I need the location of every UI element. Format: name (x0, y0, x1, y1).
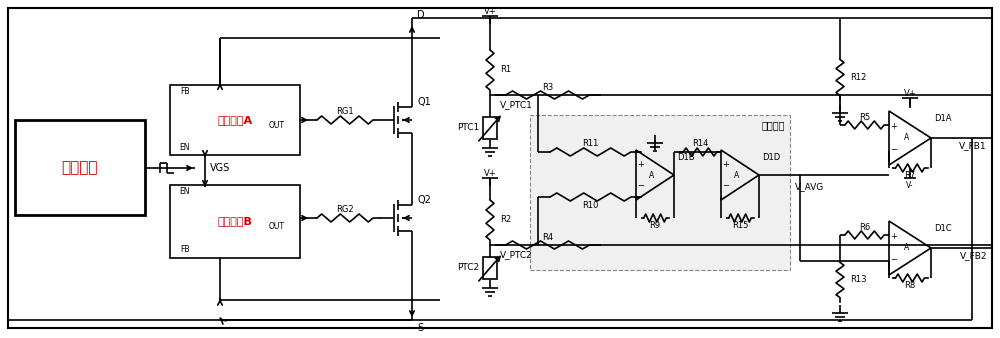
Text: S: S (417, 323, 423, 333)
Text: R8: R8 (904, 282, 916, 290)
Text: R14: R14 (692, 140, 708, 148)
Text: V+: V+ (484, 6, 496, 16)
Text: A: A (649, 170, 655, 179)
Text: EN: EN (180, 187, 190, 195)
Text: R4: R4 (542, 233, 553, 241)
Text: VGS: VGS (210, 163, 230, 173)
Text: V+: V+ (484, 169, 496, 177)
Text: V_FB1: V_FB1 (959, 142, 987, 150)
Text: V+: V+ (904, 89, 916, 97)
Text: R15: R15 (732, 221, 748, 231)
Bar (483, 117, 497, 139)
Text: +: + (723, 160, 729, 169)
Text: R7: R7 (904, 171, 916, 180)
Text: +: + (891, 122, 897, 131)
Text: OUT: OUT (269, 222, 285, 231)
Text: +: + (891, 232, 897, 241)
Text: V-: V- (906, 182, 914, 191)
Text: V_PTC2: V_PTC2 (500, 250, 533, 260)
Text: R3: R3 (542, 82, 553, 92)
Text: RG1: RG1 (336, 107, 354, 117)
Text: FB: FB (180, 87, 190, 96)
Text: 均値电路: 均値电路 (762, 120, 785, 130)
Text: A: A (734, 170, 740, 179)
Text: D1C: D1C (934, 224, 952, 233)
Text: 驱动电源B: 驱动电源B (218, 217, 252, 226)
Text: R9: R9 (649, 221, 661, 231)
Text: D1B: D1B (677, 153, 695, 162)
Text: R1: R1 (500, 66, 511, 74)
Text: R6: R6 (859, 222, 870, 232)
Text: Q2: Q2 (417, 195, 431, 205)
Text: D: D (417, 10, 425, 20)
Text: −: − (638, 181, 644, 190)
Text: A: A (904, 134, 910, 143)
Text: RG2: RG2 (336, 206, 354, 215)
Text: OUT: OUT (269, 121, 285, 129)
Text: 驱动芒片: 驱动芒片 (62, 160, 98, 175)
Bar (15, 120, 145, 215)
Text: A: A (904, 243, 910, 252)
Text: V_PTC1: V_PTC1 (500, 100, 533, 110)
Text: R12: R12 (850, 73, 866, 82)
Text: 驱动电源A: 驱动电源A (217, 115, 253, 125)
Text: R10: R10 (582, 200, 599, 210)
Text: V_FB2: V_FB2 (960, 251, 987, 261)
Text: −: − (891, 255, 898, 264)
Text: −: − (722, 181, 730, 190)
Bar (170, 185, 300, 258)
Text: D1A: D1A (934, 114, 952, 123)
Text: R5: R5 (859, 113, 870, 121)
Text: R13: R13 (850, 275, 866, 285)
Text: −: − (891, 145, 898, 154)
Text: EN: EN (180, 143, 190, 151)
Text: PTC1: PTC1 (457, 123, 479, 132)
Text: FB: FB (180, 245, 190, 255)
Text: +: + (638, 160, 644, 169)
Text: PTC2: PTC2 (457, 264, 479, 272)
Text: R11: R11 (582, 140, 599, 148)
Text: V_AVG: V_AVG (795, 183, 824, 192)
Text: D1D: D1D (762, 153, 780, 162)
Text: Q1: Q1 (417, 97, 431, 107)
Text: R2: R2 (500, 216, 511, 224)
Bar (530, 115, 790, 270)
Bar (170, 85, 300, 155)
Bar (483, 257, 497, 279)
